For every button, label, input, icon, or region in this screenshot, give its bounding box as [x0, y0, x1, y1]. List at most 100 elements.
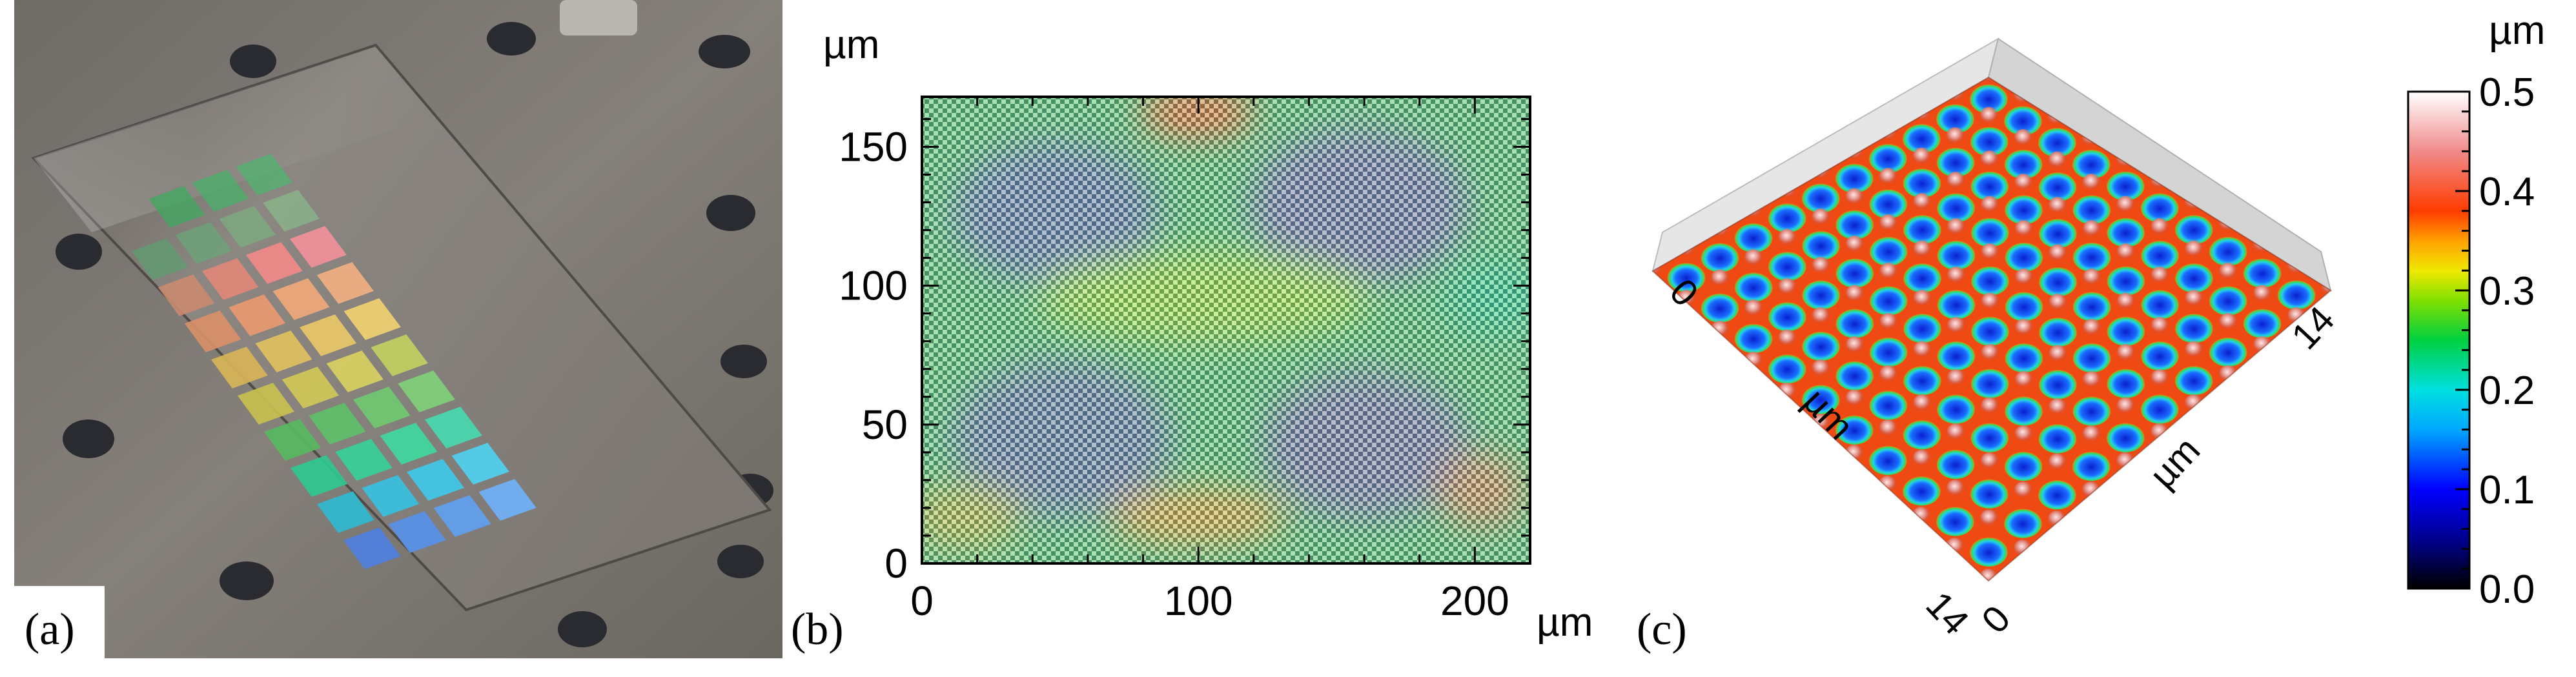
surface-dimple — [2277, 278, 2316, 310]
surface-dimple — [1903, 364, 1942, 396]
color-patch — [353, 387, 411, 429]
surface-bump — [2116, 292, 2135, 310]
surface-bump — [2083, 220, 2101, 237]
surface-dimple — [1868, 187, 1908, 219]
color-patch — [289, 226, 347, 268]
surface-dimple — [1801, 383, 1841, 414]
surface-dimple — [2209, 235, 2248, 267]
surface-bump — [1879, 263, 1898, 279]
surface-bump — [1946, 538, 1964, 554]
surface-bump — [1778, 228, 1797, 246]
surface-dimple — [2106, 421, 2145, 452]
surface-bump — [1981, 243, 1999, 260]
surface-dimple — [1969, 82, 2009, 114]
surface-bump — [1778, 383, 1796, 399]
surface-dimple — [1801, 229, 1841, 261]
surface-bump — [1812, 359, 1830, 376]
color-patch — [398, 370, 455, 412]
surface-bump — [1947, 218, 1965, 235]
color-patch — [433, 495, 491, 537]
color-patch — [380, 423, 438, 465]
color-patch — [316, 262, 374, 304]
surface-bump — [1980, 150, 1999, 167]
color-patch — [264, 419, 322, 461]
surface-dimple — [1801, 278, 1841, 310]
surface-dimple — [2072, 394, 2111, 426]
surface-dimple — [1903, 213, 1942, 245]
surface-dimple — [2038, 478, 2077, 510]
surface-dimple — [1902, 122, 1941, 154]
surface-bump — [1947, 369, 1965, 386]
surface-dimple — [2243, 256, 2282, 288]
surface-bump — [1879, 419, 1897, 436]
surface-dimple — [2038, 265, 2078, 297]
color-patch — [148, 186, 205, 228]
surface-bump — [2219, 263, 2238, 279]
surface-dimple — [2072, 148, 2111, 179]
surface-bump — [2083, 268, 2101, 285]
surface-bump — [2116, 452, 2134, 469]
surface-dimple — [2004, 450, 2043, 481]
surface-bump — [1845, 285, 1864, 302]
surface-bump — [1711, 321, 1729, 338]
surface-bump — [2014, 129, 2032, 146]
surface-bump — [2219, 365, 2237, 382]
color-patch — [343, 298, 401, 340]
surface-dimple — [2174, 261, 2214, 293]
surface-dimple — [2072, 290, 2112, 321]
color-patch — [236, 154, 293, 196]
colorbar: 0.0 0.1 0.2 0.3 0.4 0.5 µm — [2382, 0, 2576, 674]
surface-dimple — [2106, 314, 2145, 346]
panel-a-photo: (a) — [14, 0, 782, 658]
surface-dimple — [1936, 505, 1975, 536]
surface-bump — [1981, 196, 1999, 213]
surface-bump — [2116, 344, 2135, 361]
surface-dimple — [1768, 300, 1807, 332]
surface-dimple — [1936, 191, 1976, 223]
surface-dimple — [1970, 125, 2009, 156]
colorbar-gradient — [2407, 90, 2471, 590]
slide-glare — [34, 45, 434, 232]
surface-dimple — [2072, 193, 2111, 225]
surface-dimple — [1835, 413, 1874, 445]
colorbar-ticks: 0.0 0.1 0.2 0.3 0.4 0.5 — [2455, 70, 2535, 612]
color-patch — [371, 334, 428, 376]
surface-dimple — [1835, 256, 1874, 288]
color-patch — [158, 274, 215, 316]
colorbar-tick-label: 0.3 — [2479, 269, 2535, 314]
clamp-part — [560, 0, 637, 35]
surface-bump — [1979, 569, 1998, 581]
x-axis-ticks: 0 100 200 — [910, 97, 1531, 624]
surface-dimple — [1667, 261, 1706, 292]
colorbar-tick-label: 0.2 — [2479, 369, 2535, 413]
surface-bump — [1845, 236, 1864, 252]
surface-bump — [2049, 294, 2067, 310]
surface-bump — [2049, 244, 2067, 261]
surface-dimple — [1902, 167, 1941, 198]
surface-bump — [2151, 317, 2169, 334]
surface-dimple — [1970, 169, 2009, 201]
panel-c: 0 µm 14 0 µm 14 (c) — [1637, 0, 2347, 674]
surface-bump — [1981, 292, 1999, 310]
surface-bump — [1912, 507, 1930, 523]
surface-dimple — [1869, 235, 1908, 267]
surface-bump — [1879, 168, 1897, 185]
color-patch — [184, 310, 241, 352]
surface-bump — [1913, 394, 1932, 411]
panel-a: (a) — [14, 0, 782, 658]
surface-bump — [2048, 510, 2066, 527]
colorbar-svg: 0.0 0.1 0.2 0.3 0.4 0.5 µm — [2407, 8, 2545, 612]
surface-dimple — [1936, 339, 1976, 371]
surface-dimple — [2004, 193, 2043, 225]
color-patch — [255, 330, 312, 372]
surface-bump — [2151, 267, 2169, 283]
surface-dimple — [1869, 284, 1908, 316]
surface-bump — [2253, 336, 2271, 353]
surface-bump — [1879, 214, 1897, 231]
surface-bump — [2116, 397, 2135, 414]
surface-bump — [1912, 147, 1931, 165]
surface-dimple — [1835, 161, 1874, 193]
surface-dimple — [2106, 216, 2145, 247]
surface-bump — [2083, 319, 2101, 336]
surface-dimple — [1902, 418, 1941, 450]
